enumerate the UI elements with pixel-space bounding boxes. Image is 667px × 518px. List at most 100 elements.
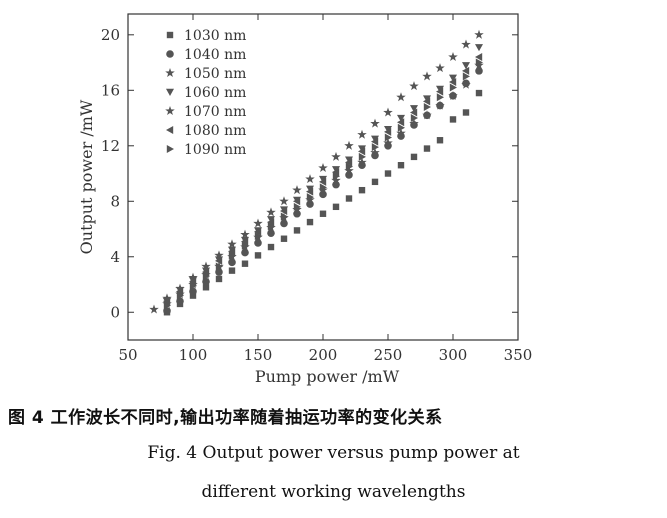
data-point: [267, 216, 275, 224]
legend-marker: [166, 88, 174, 96]
data-point: [279, 196, 289, 206]
data-point: [241, 237, 249, 246]
data-point: [462, 109, 470, 116]
data-point: [423, 102, 431, 111]
legend-entry: 1090 nm: [184, 142, 246, 158]
data-point: [240, 229, 250, 239]
data-point: [149, 304, 159, 314]
figure-caption-chinese: 图 4 工作波长不同时,输出功率随着抽运功率的变化关系: [8, 408, 443, 428]
data-point: [331, 151, 341, 161]
data-point: [318, 185, 328, 195]
data-point: [228, 251, 236, 260]
data-point: [384, 133, 392, 142]
x-tick-label: 200: [309, 346, 338, 364]
series-1090-nm: [163, 58, 483, 310]
data-point: [371, 135, 379, 143]
data-point: [201, 261, 211, 271]
data-point: [358, 147, 366, 156]
legend-entry: 1040 nm: [184, 47, 246, 63]
data-point: [461, 39, 471, 49]
data-point: [306, 187, 314, 196]
data-point: [357, 129, 367, 139]
data-point: [332, 203, 340, 211]
data-point: [241, 248, 249, 257]
x-tick-label: 350: [504, 346, 533, 364]
y-axis-label: Output power /mW: [77, 99, 96, 254]
legend-marker: [166, 50, 174, 58]
data-point: [475, 44, 483, 52]
figure-caption-english-line-1: Fig. 4 Output power versus pump power at: [147, 443, 520, 463]
data-point: [344, 140, 354, 150]
data-point: [409, 118, 419, 128]
data-point: [305, 194, 315, 204]
data-point: [384, 125, 392, 134]
data-point: [215, 268, 223, 276]
data-point: [474, 29, 484, 39]
y-tick-label: 8: [110, 192, 120, 210]
data-point: [188, 272, 198, 282]
data-point: [228, 267, 236, 274]
data-point: [396, 92, 406, 102]
data-point: [448, 52, 458, 62]
data-point: [436, 137, 444, 144]
data-point: [383, 138, 393, 148]
data-point: [396, 128, 406, 138]
data-point: [449, 77, 457, 86]
data-point: [345, 156, 353, 164]
data-point: [215, 262, 223, 271]
data-point: [410, 105, 418, 113]
data-point: [370, 147, 380, 157]
data-point: [292, 185, 302, 195]
data-point: [462, 66, 470, 75]
data-point: [370, 118, 380, 128]
data-point: [189, 277, 197, 286]
data-point: [163, 301, 171, 310]
data-point: [410, 153, 418, 161]
data-point: [371, 143, 379, 152]
data-point: [202, 272, 210, 281]
data-point: [293, 227, 301, 234]
data-point: [163, 297, 171, 306]
data-point: [254, 252, 262, 259]
x-tick-label: 250: [374, 346, 403, 364]
y-tick-label: 12: [101, 137, 120, 155]
legend-entry: 1070 nm: [184, 104, 246, 120]
data-point: [162, 293, 172, 303]
data-point: [228, 247, 236, 256]
data-point: [332, 172, 340, 181]
data-point: [227, 239, 237, 249]
data-point: [358, 152, 366, 161]
data-point: [384, 170, 392, 177]
data-point: [189, 281, 197, 290]
x-tick-label: 100: [179, 346, 208, 364]
data-point: [449, 83, 457, 92]
figure-caption-english-line-2: different working wavelengths: [201, 482, 466, 502]
y-tick-label: 4: [110, 248, 120, 266]
data-point: [345, 195, 353, 202]
data-point: [280, 206, 288, 215]
data-point: [254, 231, 262, 240]
data-point: [319, 183, 327, 192]
y-tick-label: 16: [101, 81, 120, 99]
data-point: [383, 107, 393, 117]
data-point: [176, 287, 184, 296]
data-point: [319, 210, 327, 217]
data-point: [397, 114, 405, 123]
data-point: [371, 178, 379, 186]
data-point: [175, 283, 185, 293]
data-point: [423, 145, 431, 152]
data-point: [266, 207, 276, 217]
legend-entry: 1050 nm: [184, 66, 246, 82]
data-point: [461, 79, 471, 89]
data-point: [358, 186, 366, 194]
data-point: [435, 63, 445, 73]
data-point: [254, 227, 262, 236]
series-1060-nm: [163, 44, 483, 306]
data-point: [202, 268, 210, 277]
data-point: [293, 197, 301, 206]
data-point: [306, 193, 314, 202]
data-point: [228, 258, 236, 267]
data-point: [215, 256, 223, 265]
series-1070-nm: [149, 29, 484, 314]
